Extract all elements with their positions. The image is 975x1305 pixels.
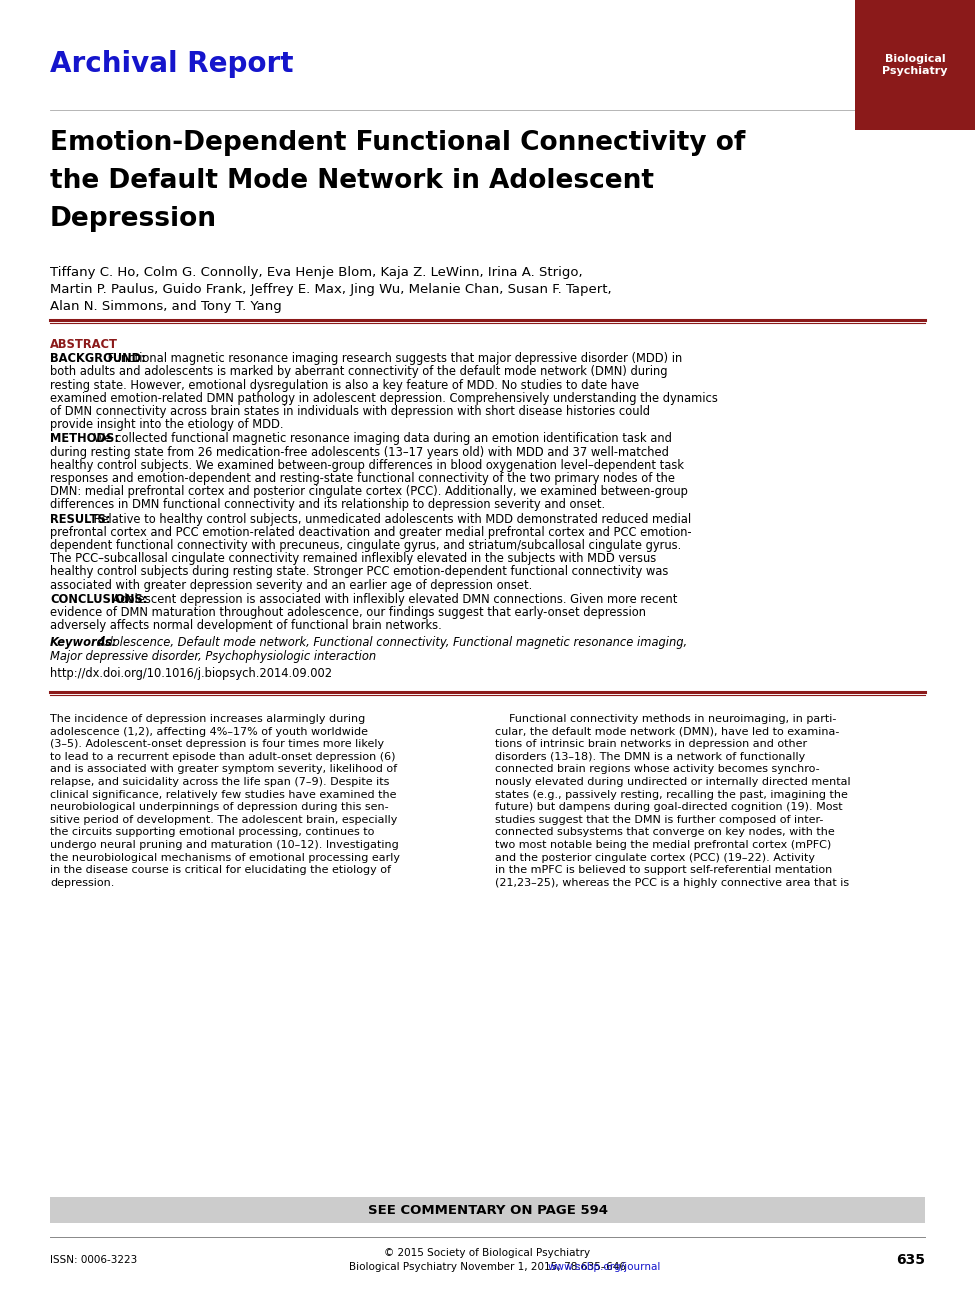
Text: neurobiological underpinnings of depression during this sen-: neurobiological underpinnings of depress… — [50, 803, 389, 812]
Text: Martin P. Paulus, Guido Frank, Jeffrey E. Max, Jing Wu, Melanie Chan, Susan F. T: Martin P. Paulus, Guido Frank, Jeffrey E… — [50, 283, 611, 296]
Text: of DMN connectivity across brain states in individuals with depression with shor: of DMN connectivity across brain states … — [50, 405, 650, 418]
Text: connected brain regions whose activity becomes synchro-: connected brain regions whose activity b… — [495, 765, 820, 774]
Text: Alan N. Simmons, and Tony T. Yang: Alan N. Simmons, and Tony T. Yang — [50, 300, 282, 313]
Text: The PCC–subcallosal cingulate connectivity remained inflexibly elevated in the s: The PCC–subcallosal cingulate connectivi… — [50, 552, 656, 565]
Text: Tiffany C. Ho, Colm G. Connolly, Eva Henje Blom, Kaja Z. LeWinn, Irina A. Strigo: Tiffany C. Ho, Colm G. Connolly, Eva Hen… — [50, 266, 583, 279]
Text: two most notable being the medial prefrontal cortex (mPFC): two most notable being the medial prefro… — [495, 840, 832, 850]
Text: Major depressive disorder, Psychophysiologic interaction: Major depressive disorder, Psychophysiol… — [50, 650, 376, 663]
Text: states (e.g., passively resting, recalling the past, imagining the: states (e.g., passively resting, recalli… — [495, 790, 848, 800]
Text: Adolescence, Default mode network, Functional connectivity, Functional magnetic : Adolescence, Default mode network, Funct… — [95, 637, 687, 650]
Text: adversely affects normal development of functional brain networks.: adversely affects normal development of … — [50, 619, 442, 632]
Text: during resting state from 26 medication-free adolescents (13–17 years old) with : during resting state from 26 medication-… — [50, 445, 669, 458]
Text: provide insight into the etiology of MDD.: provide insight into the etiology of MDD… — [50, 418, 284, 431]
Text: Biological Psychiatry November 1, 2015; 78:635–646: Biological Psychiatry November 1, 2015; … — [349, 1262, 629, 1272]
Text: http://dx.doi.org/10.1016/j.biopsych.2014.09.002: http://dx.doi.org/10.1016/j.biopsych.201… — [50, 667, 332, 680]
Text: Archival Report: Archival Report — [50, 50, 293, 78]
Text: (21,23–25), whereas the PCC is a highly connective area that is: (21,23–25), whereas the PCC is a highly … — [495, 878, 849, 887]
Text: The incidence of depression increases alarmingly during: The incidence of depression increases al… — [50, 714, 366, 724]
Text: resting state. However, emotional dysregulation is also a key feature of MDD. No: resting state. However, emotional dysreg… — [50, 378, 640, 392]
Text: (3–5). Adolescent-onset depression is four times more likely: (3–5). Adolescent-onset depression is fo… — [50, 739, 384, 749]
Text: healthy control subjects during resting state. Stronger PCC emotion-dependent fu: healthy control subjects during resting … — [50, 565, 669, 578]
Text: Functional magnetic resonance imaging research suggests that major depressive di: Functional magnetic resonance imaging re… — [104, 352, 682, 365]
Text: Emotion-Dependent Functional Connectivity of: Emotion-Dependent Functional Connectivit… — [50, 130, 745, 157]
Text: www.sobp.org/journal: www.sobp.org/journal — [548, 1262, 661, 1272]
Text: the neurobiological mechanisms of emotional processing early: the neurobiological mechanisms of emotio… — [50, 852, 400, 863]
Text: clinical significance, relatively few studies have examined the: clinical significance, relatively few st… — [50, 790, 397, 800]
Text: Adolescent depression is associated with inflexibly elevated DMN connections. Gi: Adolescent depression is associated with… — [109, 592, 678, 606]
Text: sitive period of development. The adolescent brain, especially: sitive period of development. The adoles… — [50, 814, 398, 825]
Text: RESULTS:: RESULTS: — [50, 513, 110, 526]
Text: Keywords:: Keywords: — [50, 637, 117, 650]
Text: connected subsystems that converge on key nodes, with the: connected subsystems that converge on ke… — [495, 827, 835, 838]
Text: Depression: Depression — [50, 206, 217, 232]
Text: cular, the default mode network (DMN), have led to examina-: cular, the default mode network (DMN), h… — [495, 727, 839, 736]
Text: BACKGROUND:: BACKGROUND: — [50, 352, 145, 365]
Text: disorders (13–18). The DMN is a network of functionally: disorders (13–18). The DMN is a network … — [495, 752, 805, 762]
Text: METHODS:: METHODS: — [50, 432, 119, 445]
Bar — [50, 1197, 925, 1223]
Text: relapse, and suicidality across the life span (7–9). Despite its: relapse, and suicidality across the life… — [50, 776, 389, 787]
Text: Biological
Psychiatry: Biological Psychiatry — [882, 55, 948, 76]
Text: ABSTRACT: ABSTRACT — [50, 338, 118, 351]
Text: healthy control subjects. We examined between-group differences in blood oxygena: healthy control subjects. We examined be… — [50, 459, 684, 472]
Text: studies suggest that the DMN is further composed of inter-: studies suggest that the DMN is further … — [495, 814, 823, 825]
Text: 635: 635 — [896, 1253, 925, 1267]
Text: examined emotion-related DMN pathology in adolescent depression. Comprehensively: examined emotion-related DMN pathology i… — [50, 392, 718, 405]
Text: DMN: medial prefrontal cortex and posterior cingulate cortex (PCC). Additionally: DMN: medial prefrontal cortex and poster… — [50, 485, 688, 499]
Text: responses and emotion-dependent and resting-state functional connectivity of the: responses and emotion-dependent and rest… — [50, 472, 675, 485]
Text: depression.: depression. — [50, 878, 114, 887]
Text: Functional connectivity methods in neuroimaging, in parti-: Functional connectivity methods in neuro… — [495, 714, 837, 724]
Text: the circuits supporting emotional processing, continues to: the circuits supporting emotional proces… — [50, 827, 374, 838]
Text: tions of intrinsic brain networks in depression and other: tions of intrinsic brain networks in dep… — [495, 739, 807, 749]
Text: CONCLUSIONS:: CONCLUSIONS: — [50, 592, 147, 606]
Text: differences in DMN functional connectivity and its relationship to depression se: differences in DMN functional connectivi… — [50, 499, 605, 512]
Text: nously elevated during undirected or internally directed mental: nously elevated during undirected or int… — [495, 776, 850, 787]
Text: and is associated with greater symptom severity, likelihood of: and is associated with greater symptom s… — [50, 765, 397, 774]
Text: SEE COMMENTARY ON PAGE 594: SEE COMMENTARY ON PAGE 594 — [368, 1203, 607, 1216]
Text: adolescence (1,2), affecting 4%–17% of youth worldwide: adolescence (1,2), affecting 4%–17% of y… — [50, 727, 368, 736]
Text: prefrontal cortex and PCC emotion-related deactivation and greater medial prefro: prefrontal cortex and PCC emotion-relate… — [50, 526, 691, 539]
Text: evidence of DMN maturation throughout adolescence, our findings suggest that ear: evidence of DMN maturation throughout ad… — [50, 606, 646, 619]
Text: associated with greater depression severity and an earlier age of depression ons: associated with greater depression sever… — [50, 578, 532, 591]
Text: ISSN: 0006-3223: ISSN: 0006-3223 — [50, 1255, 137, 1265]
Text: We collected functional magnetic resonance imaging data during an emotion identi: We collected functional magnetic resonan… — [90, 432, 672, 445]
Text: and the posterior cingulate cortex (PCC) (19–22). Activity: and the posterior cingulate cortex (PCC)… — [495, 852, 815, 863]
Text: undergo neural pruning and maturation (10–12). Investigating: undergo neural pruning and maturation (1… — [50, 840, 399, 850]
Text: to lead to a recurrent episode than adult-onset depression (6): to lead to a recurrent episode than adul… — [50, 752, 396, 762]
Text: © 2015 Society of Biological Psychiatry: © 2015 Society of Biological Psychiatry — [384, 1248, 591, 1258]
Text: in the mPFC is believed to support self-referential mentation: in the mPFC is believed to support self-… — [495, 865, 833, 876]
Text: Relative to healthy control subjects, unmedicated adolescents with MDD demonstra: Relative to healthy control subjects, un… — [90, 513, 690, 526]
Text: in the disease course is critical for elucidating the etiology of: in the disease course is critical for el… — [50, 865, 391, 876]
Text: dependent functional connectivity with precuneus, cingulate gyrus, and striatum/: dependent functional connectivity with p… — [50, 539, 682, 552]
Text: future) but dampens during goal-directed cognition (19). Most: future) but dampens during goal-directed… — [495, 803, 842, 812]
Text: both adults and adolescents is marked by aberrant connectivity of the default mo: both adults and adolescents is marked by… — [50, 365, 668, 378]
Text: the Default Mode Network in Adolescent: the Default Mode Network in Adolescent — [50, 168, 654, 194]
Bar — [855, 0, 975, 130]
